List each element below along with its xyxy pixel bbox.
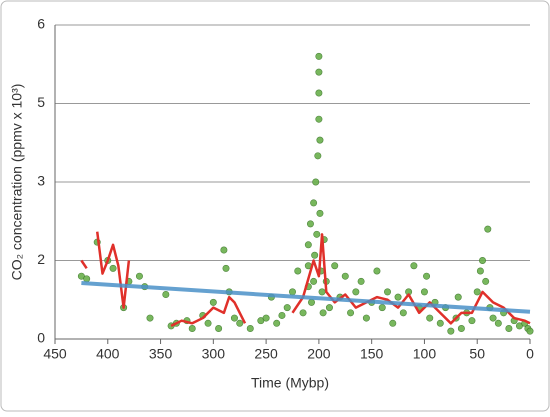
- data-point: [236, 319, 244, 327]
- data-point: [311, 251, 319, 259]
- data-point: [313, 230, 321, 238]
- data-point: [316, 136, 324, 144]
- data-point: [215, 325, 223, 333]
- data-point: [162, 291, 170, 299]
- data-point: [230, 314, 238, 322]
- data-point: [473, 288, 481, 296]
- data-point: [476, 267, 484, 275]
- data-point: [494, 319, 502, 327]
- data-point: [315, 115, 323, 123]
- data-point: [341, 272, 349, 280]
- x-tick-label: 300: [202, 346, 226, 362]
- data-point: [447, 327, 455, 335]
- data-point: [307, 298, 315, 306]
- data-point: [389, 319, 397, 327]
- data-point: [325, 304, 333, 312]
- data-point: [482, 277, 490, 285]
- data-point: [146, 314, 154, 322]
- data-point: [283, 304, 291, 312]
- data-point: [220, 246, 228, 254]
- data-point: [312, 178, 320, 186]
- data-point: [410, 262, 418, 270]
- data-point: [454, 293, 462, 301]
- data-point: [394, 293, 402, 301]
- data-point: [304, 241, 312, 249]
- data-point: [357, 277, 365, 285]
- x-tick-label: 150: [360, 346, 384, 362]
- data-point: [318, 288, 326, 296]
- y-axis-label: CO₂ concentration (ppmv x 10³): [9, 84, 25, 281]
- data-point: [273, 319, 281, 327]
- data-point: [310, 277, 318, 285]
- data-point: [262, 314, 270, 322]
- data-point: [188, 325, 196, 333]
- data-point: [478, 256, 486, 264]
- y-tick-label: 5: [37, 94, 45, 110]
- x-tick-label: 450: [43, 346, 67, 362]
- data-point: [319, 309, 327, 317]
- y-tick-label: 6: [37, 16, 45, 32]
- data-point: [362, 314, 370, 322]
- data-point: [315, 68, 323, 76]
- data-line: [80, 231, 531, 328]
- y-tick-label: 3: [37, 173, 45, 189]
- data-point: [399, 309, 407, 317]
- data-point: [468, 317, 476, 325]
- data-point: [426, 314, 434, 322]
- data-point: [288, 288, 296, 296]
- data-point: [436, 319, 444, 327]
- data-point: [315, 89, 323, 97]
- data-point: [83, 275, 91, 283]
- data-point: [135, 272, 143, 280]
- data-point: [352, 288, 360, 296]
- x-tick-label: 250: [254, 346, 278, 362]
- data-point: [526, 327, 534, 335]
- data-point: [505, 325, 513, 333]
- data-point: [420, 288, 428, 296]
- data-point: [331, 262, 339, 270]
- x-tick-label: 50: [469, 346, 485, 362]
- data-point: [373, 267, 381, 275]
- data-point: [378, 304, 386, 312]
- x-tick-label: 200: [307, 346, 331, 362]
- data-point: [246, 325, 254, 333]
- data-point: [109, 264, 117, 272]
- data-point: [204, 319, 212, 327]
- x-axis-label: Time (Mybp): [251, 375, 329, 391]
- data-point: [484, 225, 492, 233]
- data-point: [457, 325, 465, 333]
- data-point: [278, 311, 286, 319]
- data-point: [209, 298, 217, 306]
- data-point: [306, 220, 314, 228]
- data-point: [316, 209, 324, 217]
- x-tick-label: 0: [526, 346, 534, 362]
- x-tick-label: 350: [149, 346, 173, 362]
- data-point: [315, 52, 323, 60]
- data-point: [294, 267, 302, 275]
- data-point: [310, 199, 318, 207]
- data-point: [489, 314, 497, 322]
- data-point: [383, 288, 391, 296]
- x-tick-label: 100: [413, 346, 437, 362]
- y-tick-label: 0: [37, 330, 45, 346]
- data-point: [222, 264, 230, 272]
- data-point: [299, 309, 307, 317]
- data-line: [81, 281, 531, 314]
- data-point: [423, 272, 431, 280]
- y-tick-label: 2: [37, 251, 45, 267]
- data-point: [347, 309, 355, 317]
- x-tick-label: 400: [96, 346, 120, 362]
- data-point: [314, 152, 322, 160]
